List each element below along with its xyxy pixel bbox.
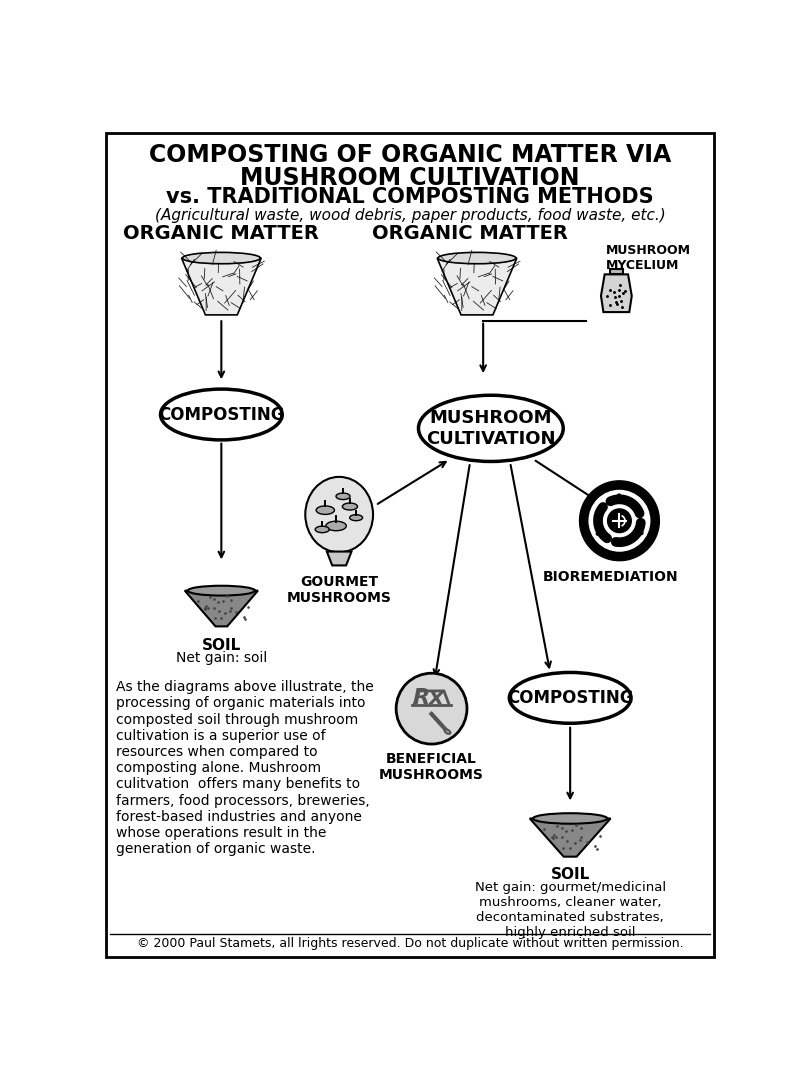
Text: vs. TRADITIONAL COMPOSTING METHODS: vs. TRADITIONAL COMPOSTING METHODS xyxy=(166,187,654,206)
Ellipse shape xyxy=(445,729,450,734)
Polygon shape xyxy=(185,591,258,626)
Text: Rx: Rx xyxy=(412,688,444,708)
Polygon shape xyxy=(601,274,632,312)
Text: SOIL: SOIL xyxy=(550,867,590,882)
Text: COMPOSTING: COMPOSTING xyxy=(507,689,634,707)
Text: Net gain: soil: Net gain: soil xyxy=(176,651,267,665)
Ellipse shape xyxy=(315,526,330,532)
Ellipse shape xyxy=(326,522,346,530)
Text: MUSHROOM
CULTIVATION: MUSHROOM CULTIVATION xyxy=(426,409,555,448)
Text: © 2000 Paul Stamets, all lrights reserved. Do not duplicate without written perm: © 2000 Paul Stamets, all lrights reserve… xyxy=(137,936,683,949)
Ellipse shape xyxy=(336,494,350,500)
Circle shape xyxy=(589,490,650,551)
Text: ORGANIC MATTER: ORGANIC MATTER xyxy=(372,224,568,243)
Text: BIOREMEDIATION: BIOREMEDIATION xyxy=(542,570,678,584)
Circle shape xyxy=(579,481,659,561)
Text: COMPOSTING OF ORGANIC MATTER VIA: COMPOSTING OF ORGANIC MATTER VIA xyxy=(149,144,671,167)
Text: Net gain: gourmet/medicinal
mushrooms, cleaner water,
decontaminated substrates,: Net gain: gourmet/medicinal mushrooms, c… xyxy=(474,881,666,940)
Text: (Agricultural waste, wood debris, paper products, food waste, etc.): (Agricultural waste, wood debris, paper … xyxy=(154,208,666,224)
Circle shape xyxy=(608,509,631,532)
Bar xyxy=(610,269,623,274)
Ellipse shape xyxy=(342,503,358,510)
Polygon shape xyxy=(327,552,351,566)
Ellipse shape xyxy=(182,253,260,264)
Polygon shape xyxy=(437,258,517,315)
Ellipse shape xyxy=(533,813,607,824)
Ellipse shape xyxy=(510,673,631,724)
Circle shape xyxy=(396,673,467,744)
Ellipse shape xyxy=(188,585,255,595)
Text: MUSHROOM CULTIVATION: MUSHROOM CULTIVATION xyxy=(240,166,580,190)
Ellipse shape xyxy=(438,253,516,264)
Text: MUSHROOM
MYCELIUM: MUSHROOM MYCELIUM xyxy=(606,244,691,271)
Ellipse shape xyxy=(161,389,282,440)
Text: GOURMET
MUSHROOMS: GOURMET MUSHROOMS xyxy=(286,575,391,605)
Text: BENEFICIAL
MUSHROOMS: BENEFICIAL MUSHROOMS xyxy=(379,752,484,782)
Ellipse shape xyxy=(316,505,334,514)
Polygon shape xyxy=(530,819,610,856)
Ellipse shape xyxy=(418,395,563,461)
Ellipse shape xyxy=(350,515,362,521)
Text: SOIL: SOIL xyxy=(202,638,241,652)
Text: As the diagrams above illustrate, the
processing of organic materials into
compo: As the diagrams above illustrate, the pr… xyxy=(116,680,374,856)
Ellipse shape xyxy=(306,477,373,552)
Text: COMPOSTING: COMPOSTING xyxy=(158,405,285,423)
Text: ORGANIC MATTER: ORGANIC MATTER xyxy=(123,224,319,243)
Polygon shape xyxy=(182,258,261,315)
